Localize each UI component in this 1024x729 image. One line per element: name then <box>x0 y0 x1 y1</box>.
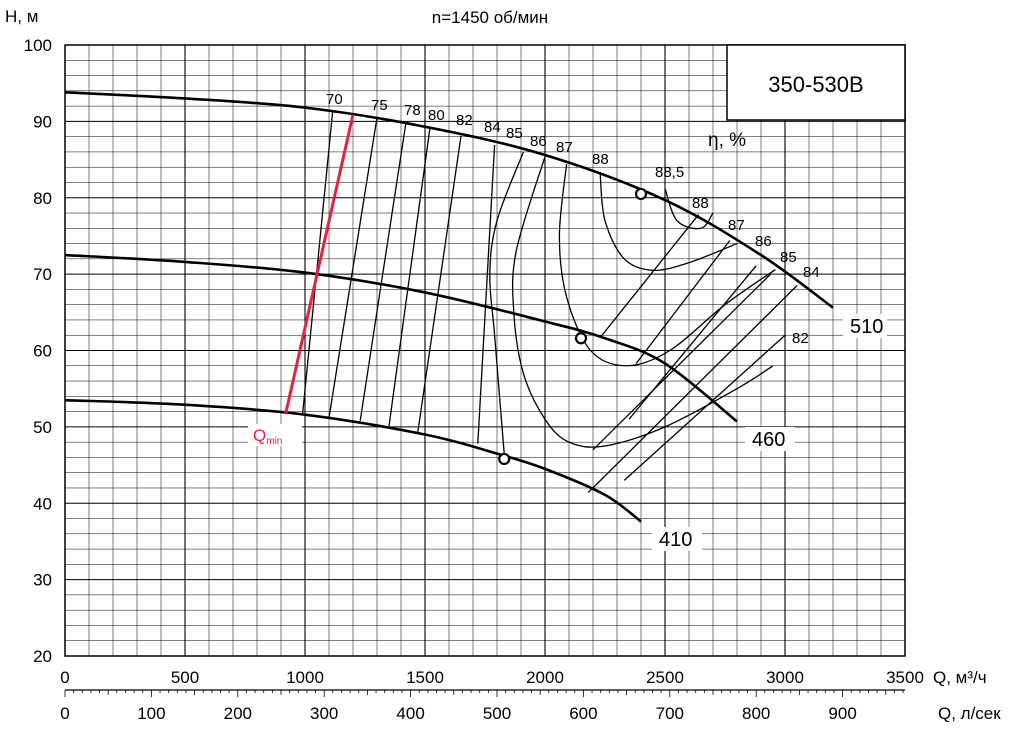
x2-tick-label: 0 <box>60 704 69 723</box>
y-tick-label: 50 <box>33 418 52 437</box>
bep-marker-410 <box>498 452 511 466</box>
efficiency-contour-85 <box>489 151 525 454</box>
qmin-label: Qmin <box>253 426 282 447</box>
x2-tick-label: 400 <box>396 704 424 723</box>
x-tick-label: 500 <box>171 668 199 687</box>
secondary-x-axis: 0 100 200 300 400 500 600 700 800 900 <box>60 689 905 723</box>
iso-efficiency-line-88 <box>599 214 700 338</box>
major-grid <box>65 45 905 656</box>
iso-efficiency-line-85 <box>592 273 772 451</box>
curve-label-410: 410 <box>659 529 692 551</box>
head-curve-460 <box>64 253 738 423</box>
iso-efficiency-lines <box>587 214 798 494</box>
y-tick-label: 100 <box>24 36 52 55</box>
x-tick-label: 0 <box>60 668 69 687</box>
x-tick-label: 1500 <box>406 668 444 687</box>
x-tick-label: 1000 <box>286 668 324 687</box>
chart-title: n=1450 об/мин <box>432 8 548 27</box>
x-axis-ticks: 0 500 1000 1500 2000 2500 3000 3500 <box>60 668 924 687</box>
qmin-label-bg <box>248 424 302 446</box>
eff-label-85: 85 <box>506 125 523 142</box>
x2-tick-label: 200 <box>224 704 252 723</box>
pump-label-box <box>726 44 906 121</box>
y-axis-label: H, м <box>5 7 38 26</box>
x-tick-label: 2000 <box>526 668 564 687</box>
x2-tick-label: 500 <box>483 704 511 723</box>
y-tick-label: 60 <box>33 342 52 361</box>
efficiency-unit-label: η, % <box>708 130 746 151</box>
qmin-label-main: Q <box>253 426 266 445</box>
eff-label-85-right: 85 <box>780 249 797 266</box>
eff-label-84-right: 84 <box>803 264 820 281</box>
efficiency-line-70 <box>301 112 334 414</box>
x2-tick-label: 900 <box>828 704 856 723</box>
x2-tick-label: 800 <box>742 704 770 723</box>
x-tick-label: 3500 <box>886 668 924 687</box>
eff-label-87: 87 <box>556 139 573 156</box>
label-bg-410 <box>652 527 702 551</box>
eff-label-88a: 88 <box>592 151 609 168</box>
x2-tick-label: 600 <box>569 704 597 723</box>
bep-marker-460 <box>574 332 588 345</box>
iso-efficiency-line-87 <box>635 240 731 364</box>
iso-efficiency-line-82 <box>623 334 786 481</box>
y-tick-label: 80 <box>33 189 52 208</box>
efficiency-contour-87 <box>558 164 776 367</box>
label-bg-510 <box>843 314 887 338</box>
eff-label-86-right: 86 <box>755 233 772 250</box>
y-tick-label: 20 <box>33 647 52 666</box>
y-tick-label: 30 <box>33 571 52 590</box>
eff-label-80: 80 <box>428 107 445 124</box>
x-tick-label: 2500 <box>646 668 684 687</box>
efficiency-line-75 <box>328 117 378 418</box>
efficiency-line-78 <box>359 123 407 421</box>
eff-label-78: 78 <box>404 102 421 119</box>
curve-label-510: 510 <box>850 316 883 338</box>
eff-label-82: 82 <box>456 112 473 129</box>
bep-marker-510 <box>634 187 648 201</box>
head-curves <box>64 91 834 523</box>
x-axis-label-secondary: Q, л/сек <box>938 704 1001 723</box>
head-curve-410 <box>64 398 642 523</box>
y-tick-label: 70 <box>33 265 52 284</box>
x2-tick-label: 700 <box>656 704 684 723</box>
y-tick-label: 90 <box>33 112 52 131</box>
qmin-label-sub: min <box>266 436 282 447</box>
eff-label-86: 86 <box>530 133 547 150</box>
x2-tick-label: 300 <box>310 704 338 723</box>
x-axis-label-primary: Q, м³/ч <box>933 668 987 687</box>
pump-model-label: 350-530В <box>768 72 863 97</box>
x-tick-label: 3000 <box>766 668 804 687</box>
efficiency-labels: 70 75 78 80 82 84 85 86 87 88 88,5 88 87… <box>326 91 820 347</box>
y-tick-label: 40 <box>33 494 52 513</box>
eff-label-88-5: 88,5 <box>655 164 684 181</box>
efficiency-lines <box>301 112 496 444</box>
x2-tick-label: 100 <box>137 704 165 723</box>
eff-label-84: 84 <box>484 119 501 136</box>
y-axis-ticks: 20 30 40 50 60 70 80 90 100 <box>24 36 52 666</box>
qmin-line-group <box>284 114 355 414</box>
efficiency-line-82 <box>417 135 462 433</box>
efficiency-contours <box>489 151 776 454</box>
qmin-line <box>284 114 355 414</box>
iso-efficiency-line-84 <box>587 285 798 494</box>
eff-label-88b: 88 <box>692 195 709 212</box>
eff-label-87-right: 87 <box>728 217 745 234</box>
label-bg-460 <box>745 427 795 451</box>
curve-label-460: 460 <box>752 429 785 451</box>
best-efficiency-points <box>498 187 648 466</box>
efficiency-contour-88 <box>599 174 738 271</box>
efficiency-line-80 <box>388 128 431 427</box>
head-curve-510 <box>64 91 834 309</box>
plot-frame <box>64 44 906 657</box>
eff-label-75: 75 <box>371 97 388 114</box>
efficiency-line-84 <box>477 145 496 444</box>
eff-label-70: 70 <box>326 91 343 108</box>
eff-label-82-right: 82 <box>792 330 809 347</box>
